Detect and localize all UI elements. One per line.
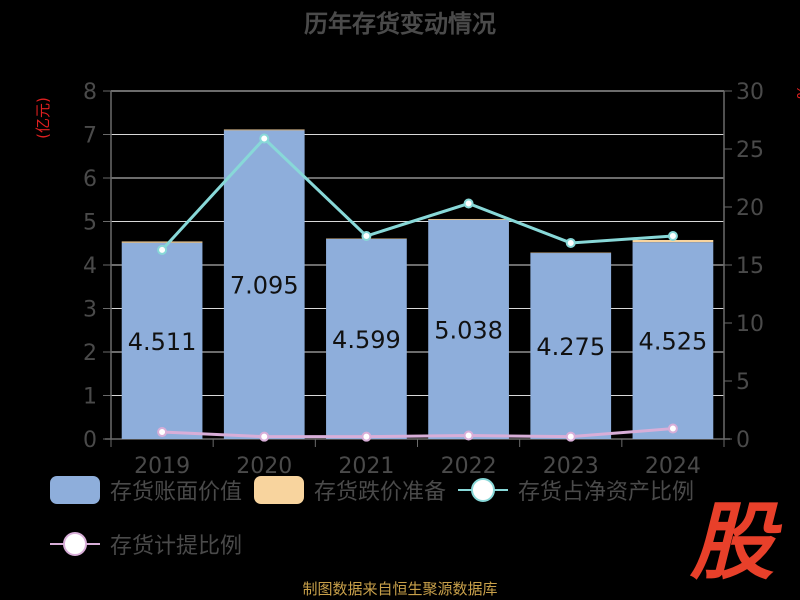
chart-title: 历年存货变动情况 <box>304 10 496 38</box>
x-tick-label: 2021 <box>338 454 394 479</box>
bar-inventory-book-value <box>223 130 305 439</box>
y-right-tick-label: 10 <box>736 312 764 337</box>
line-inventory-to-net-assets <box>160 136 674 251</box>
point-provision-ratio <box>157 427 168 438</box>
bar-value-label: 4.525 <box>639 328 708 356</box>
legend-label: 存货占净资产比例 <box>518 480 695 505</box>
x-tick-label: 2022 <box>441 454 497 479</box>
point-inventory-to-net-assets <box>361 231 372 241</box>
bar-value-label: 5.038 <box>434 316 503 344</box>
legend-label: 存货跌价准备 <box>314 480 447 505</box>
point-provision-ratio <box>463 430 474 441</box>
legend-item-inventory-to-net-assets[interactable]: 存货占净资产比例 <box>458 474 694 506</box>
source-note: 制图数据来自恒生聚源数据库 <box>302 580 498 598</box>
line-provision-ratio <box>162 427 674 439</box>
legend: 存货账面价值 存货跌价准备 存货占净资产比例 存货计提比例 <box>50 472 770 580</box>
bar-value-label: 7.095 <box>230 272 299 300</box>
y-left-tick-label: 0 <box>83 428 97 453</box>
x-tick-label: 2023 <box>543 454 599 479</box>
bar-inventory-book-value <box>121 242 203 439</box>
y-left-axis-label: (亿元) <box>34 97 52 139</box>
y-right-axis-label: % <box>793 85 800 99</box>
legend-item-inventory-book-value[interactable]: 存货账面价值 <box>50 474 242 506</box>
point-provision-ratio <box>259 431 270 442</box>
y-right-tick-label: 30 <box>736 80 764 105</box>
bar-value-label: 4.599 <box>332 326 401 354</box>
point-inventory-to-net-assets <box>667 231 678 241</box>
bar-impairment-provision <box>428 218 509 220</box>
bar-inventory-book-value <box>428 219 509 439</box>
y-right-tick-label: 5 <box>736 370 750 395</box>
x-tick-label: 2024 <box>645 454 701 479</box>
bar-impairment-provision <box>223 129 305 131</box>
legend-label: 存货计提比例 <box>110 534 243 559</box>
point-inventory-to-net-assets <box>259 133 270 144</box>
bar-inventory-book-value <box>530 253 612 439</box>
legend-label: 存货账面价值 <box>110 480 243 505</box>
brand-logo: 股 <box>690 493 775 591</box>
bar-inventory-book-value <box>326 238 407 439</box>
y-right-tick-label: 0 <box>736 428 750 453</box>
y-left-tick-label: 8 <box>83 80 97 105</box>
bar-impairment-provision <box>632 239 714 243</box>
x-tick-label: 2019 <box>134 454 190 479</box>
bar-value-label: 4.511 <box>128 328 197 356</box>
y-right-tick-label: 20 <box>736 196 764 221</box>
y-right-tick-label: 25 <box>736 138 764 163</box>
y-left-tick-label: 4 <box>83 254 97 279</box>
y-right-tick-label: 15 <box>736 254 764 279</box>
y-left-tick-label: 6 <box>83 167 97 192</box>
point-inventory-to-net-assets <box>463 198 474 209</box>
y-left-tick-label: 2 <box>83 341 97 366</box>
x-tick-label: 2020 <box>236 454 292 479</box>
bar-value-label: 4.275 <box>536 333 605 361</box>
y-left-tick-label: 1 <box>83 385 97 410</box>
point-inventory-to-net-assets <box>157 244 168 255</box>
bar-impairment-provision <box>121 241 203 243</box>
legend-item-provision-ratio[interactable]: 存货计提比例 <box>50 528 242 560</box>
legend-swatch-impairment-provision <box>254 476 305 504</box>
y-left-tick-label: 5 <box>83 211 97 236</box>
y-left-tick-label: 7 <box>83 124 97 149</box>
point-provision-ratio <box>361 431 372 442</box>
y-left-tick-label: 3 <box>83 298 97 323</box>
point-provision-ratio <box>565 431 576 442</box>
legend-swatch-provision-ratio <box>50 530 100 558</box>
legend-swatch-inventory-to-net-assets <box>458 476 509 504</box>
point-inventory-to-net-assets <box>565 237 576 248</box>
legend-item-impairment-provision[interactable]: 存货跌价准备 <box>254 474 446 506</box>
point-provision-ratio <box>667 423 678 434</box>
legend-swatch-inventory-book-value <box>50 476 100 504</box>
bar-inventory-book-value <box>632 242 714 439</box>
